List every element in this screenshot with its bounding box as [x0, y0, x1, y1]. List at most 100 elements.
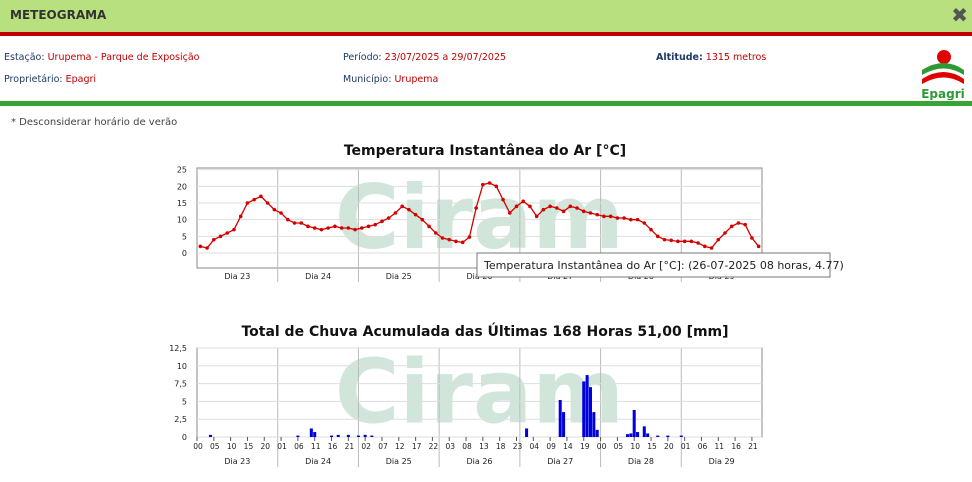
point	[541, 207, 546, 212]
x-tick-label: 06	[698, 442, 708, 451]
bar	[558, 399, 562, 437]
point	[494, 184, 499, 189]
y-tick-label: 0	[182, 249, 187, 258]
bar	[363, 434, 367, 437]
watermark: Ciram	[335, 341, 624, 444]
y-tick-label: 25	[177, 166, 187, 175]
point	[756, 244, 761, 249]
x-tick-label: 11	[715, 442, 725, 451]
x-tick-label: 12	[395, 442, 405, 451]
y-tick-label: 0	[182, 433, 187, 442]
bar	[656, 435, 660, 437]
info-field: Período: 23/07/2025 a 29/07/2025	[343, 52, 506, 63]
bar	[330, 435, 334, 437]
x-tick-label: 15	[647, 442, 657, 451]
bar	[642, 426, 646, 437]
point	[474, 206, 478, 210]
bar	[356, 435, 360, 437]
point	[245, 201, 250, 205]
x-tick-label: 20	[664, 442, 674, 451]
x-tick-label: 00	[193, 442, 203, 451]
x-tick-label: 15	[244, 442, 254, 451]
point	[272, 207, 277, 212]
y-tick-label: 2,5	[174, 415, 187, 424]
bar	[632, 409, 636, 437]
logo-text: Epagri	[921, 87, 965, 100]
x-tick-label: 16	[328, 442, 338, 451]
point	[629, 217, 633, 222]
y-tick-label: 20	[177, 182, 187, 191]
tooltip-text: Temperatura Instantânea do Ar [°C]: (26-…	[483, 259, 844, 272]
x-tick-label: 00	[597, 442, 607, 451]
point	[225, 231, 230, 235]
day-label: Dia 29	[709, 457, 735, 466]
info-field: Estação: Urupema - Parque de Exposição	[4, 52, 199, 63]
day-label: Dia 28	[628, 457, 654, 466]
x-tick-label: 18	[496, 442, 506, 451]
point	[433, 231, 438, 235]
point	[413, 212, 418, 217]
point	[528, 204, 532, 209]
point	[460, 240, 465, 245]
bar	[592, 412, 596, 437]
note: * Desconsiderar horário de verão	[11, 117, 178, 128]
x-tick-label: 14	[563, 442, 573, 451]
point	[346, 226, 351, 230]
day-label: Dia 26	[466, 457, 492, 466]
point	[716, 237, 721, 242]
point	[555, 206, 559, 210]
label: Período:	[343, 52, 382, 63]
point	[481, 182, 485, 187]
point	[669, 238, 673, 243]
x-tick-label: 07	[378, 442, 388, 451]
day-label: Dia 25	[386, 272, 412, 281]
point	[353, 227, 357, 232]
point	[534, 214, 539, 219]
value: 23/07/2025 a 29/07/2025	[384, 52, 507, 63]
point	[198, 244, 203, 249]
point	[306, 224, 310, 229]
y-tick-label: 7,5	[174, 380, 187, 389]
point	[581, 209, 586, 214]
y-tick-label: 5	[182, 232, 187, 241]
point	[339, 226, 344, 230]
point	[238, 214, 243, 219]
point	[575, 206, 579, 210]
point	[286, 217, 290, 222]
info-field: Proprietário: Epagri	[4, 74, 96, 85]
point	[252, 197, 256, 202]
x-tick-label: 01	[681, 442, 691, 451]
info-field: Município: Urupema	[343, 74, 438, 85]
header-bar: METEOGRAMA ✖	[0, 0, 972, 32]
x-tick-label: 11	[311, 442, 321, 451]
point	[736, 221, 741, 225]
x-tick-label: 10	[227, 442, 237, 451]
label: Estação:	[4, 52, 45, 63]
point	[359, 226, 364, 230]
bar	[636, 432, 640, 437]
x-tick-label: 06	[294, 442, 304, 451]
point	[622, 216, 626, 220]
point	[212, 237, 216, 242]
point	[420, 217, 425, 222]
chart-title: Temperatura Instantânea do Ar [°C]	[344, 143, 626, 159]
point	[608, 214, 613, 219]
label: Altitude:	[656, 52, 703, 63]
point	[703, 244, 707, 249]
point	[218, 234, 223, 239]
point	[689, 239, 694, 244]
day-label: Dia 23	[224, 272, 250, 281]
bar	[588, 387, 592, 437]
point	[729, 224, 734, 229]
point	[682, 239, 687, 244]
point	[299, 221, 304, 225]
chart-title: Total de Chuva Acumulada das Últimas 168…	[241, 322, 728, 340]
bar	[629, 433, 633, 437]
x-tick-label: 09	[546, 442, 556, 451]
divider	[0, 32, 972, 36]
point	[615, 216, 620, 220]
point	[366, 224, 371, 229]
info-field: Altitude: 1315 metros	[656, 52, 766, 63]
close-button[interactable]: ✖	[951, 3, 968, 27]
bar	[646, 433, 650, 437]
